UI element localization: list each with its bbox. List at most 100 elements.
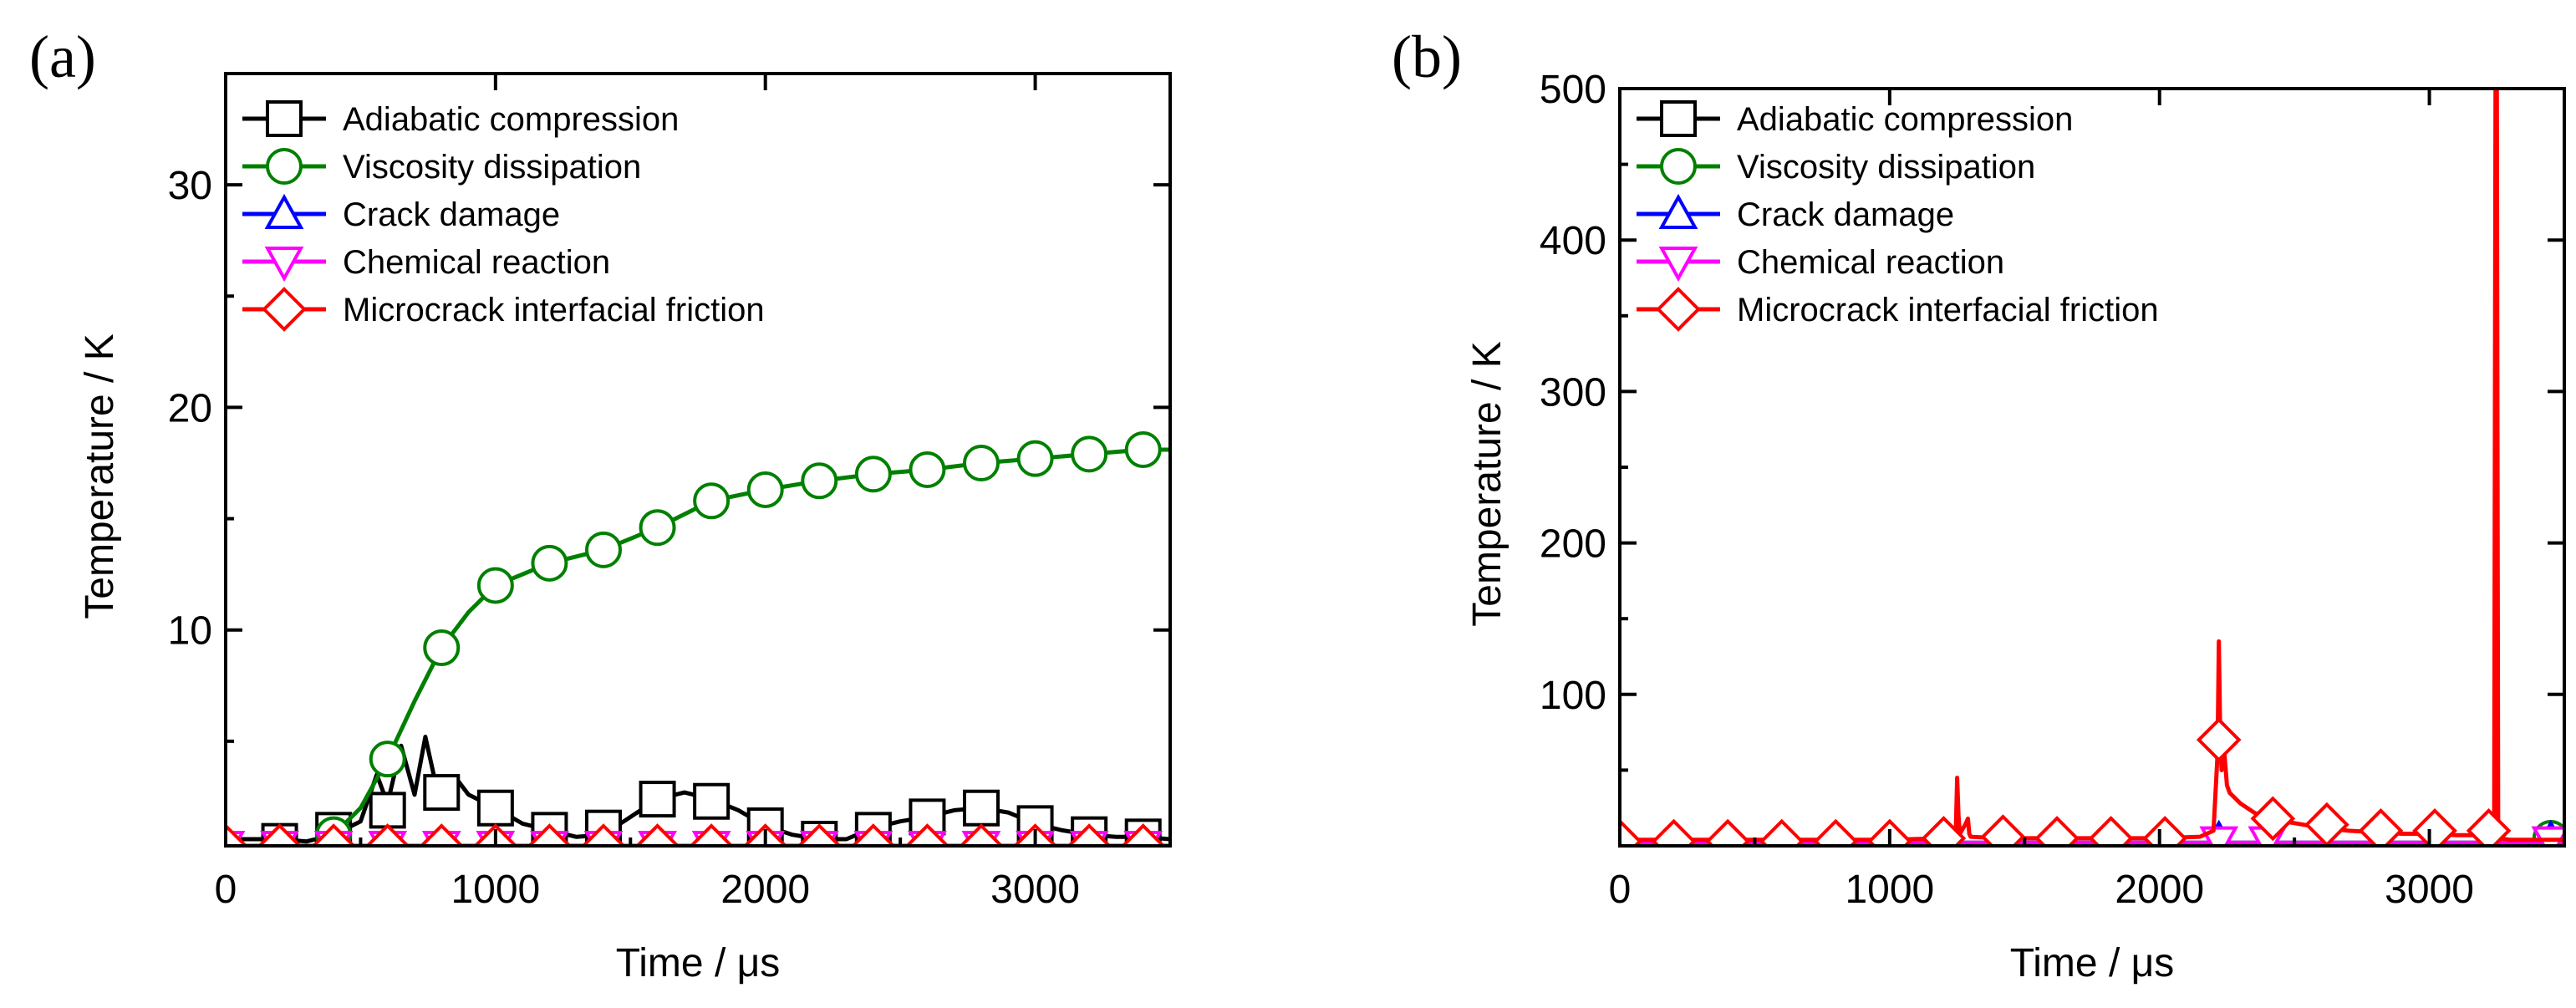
x-tick-label: 2000 [2115,868,2204,912]
x-tick-label: 1000 [451,868,540,912]
viscosity-dissipation-marker [476,567,514,604]
viscosity-dissipation-marker [585,531,622,568]
legend-label: Crack damage [1737,196,1954,233]
microcrack-interfacial-friction-marker [634,823,680,846]
legend-label: Chemical reaction [1737,244,2004,281]
microcrack-interfacial-friction-marker [1759,818,1805,846]
adiabatic-compression-marker [693,782,731,820]
microcrack-interfacial-friction-marker [2034,816,2080,846]
microcrack-interfacial-friction-marker [851,823,896,846]
plot-frame [224,72,1172,848]
adiabatic-compression-marker [369,792,406,829]
viscosity-dissipation-marker [746,471,784,508]
legend-item-crack-damage: Crack damage [242,193,560,233]
legend-marker-circle [1660,148,1697,185]
y-tick-label: 400 [1540,219,1606,263]
legend: Adiabatic compression Viscosity dissipati… [242,100,765,332]
microcrack-interfacial-friction-marker [364,823,410,846]
viscosity-dissipation-marker [1071,435,1108,473]
viscosity-dissipation-marker [963,444,1000,481]
plot-area [1620,89,2564,846]
panel-a: (a) 0 1000 2000 3000 10 20 30 Time / μs Temperatu… [29,23,1172,985]
microcrack-interfacial-friction-marker [2466,808,2512,846]
microcrack-interfacial-friction-marker [1980,814,2026,846]
viscosity-dissipation-marker [801,462,838,500]
microcrack-interfacial-friction-marker [904,823,950,846]
microcrack-interfacial-friction-marker [797,823,843,846]
legend-marker-triangle-up [1658,193,1698,229]
adiabatic-compression-marker [963,789,1000,827]
adiabatic-compression-marker [476,789,514,827]
microcrack-interfacial-friction-marker [1705,818,1750,846]
legend-marker-square [266,100,303,137]
x-axis-label: Time / μs [2010,941,2175,985]
microcrack-interfacial-friction-marker [2412,808,2457,846]
legend-marker-triangle-down [1658,247,1698,283]
microcrack-interfacial-friction-marker [1120,823,1166,846]
x-tick-label: 0 [215,868,237,912]
viscosity-dissipation-marker [1124,431,1162,469]
legend-label: Microcrack interfacial friction [1737,292,2159,328]
x-tick-label: 3000 [2385,868,2474,912]
microcrack-interfacial-friction-marker [959,823,1004,846]
microcrack-interfacial-friction-marker [581,823,626,846]
microcrack-interfacial-friction-marker [527,823,573,846]
microcrack-interfacial-friction-marker [1651,818,1697,846]
legend-marker-triangle-down [264,247,304,283]
microcrack-interfacial-friction-marker [257,823,303,846]
viscosity-dissipation-marker [909,451,946,488]
legend-label: Crack damage [343,196,560,233]
microcrack-interfacial-friction-marker [1813,818,1859,846]
legend-item-adiabatic-compression: Adiabatic compression [1637,100,2073,138]
series-microcrack-interfacial-friction [1620,89,2564,846]
x-tick-label: 1000 [1845,868,1934,912]
series-microcrack-interfacial-friction [226,823,1170,846]
viscosity-dissipation-marker [693,482,731,520]
legend-label: Viscosity dissipation [343,149,641,186]
viscosity-dissipation-marker [639,509,676,547]
y-tick-label: 30 [168,164,212,208]
microcrack-interfacial-friction-marker [1620,818,1642,846]
legend-item-viscosity-dissipation: Viscosity dissipation [1637,148,2035,186]
y-tick-label: 200 [1540,522,1606,567]
viscosity-dissipation-marker [1016,440,1054,477]
viscosity-dissipation-marker [423,629,461,667]
panel-b: (b) 0 1000 2000 3000 100 200 300 400 500 Time / μs… [1392,23,2566,985]
y-tick-label: 20 [168,386,212,430]
microcrack-interfacial-friction-marker [2358,808,2404,846]
adiabatic-compression-marker [423,774,461,812]
legend-label: Chemical reaction [343,244,610,281]
panel-label: (b) [1392,23,1462,90]
microcrack-interfacial-friction-marker [419,823,465,846]
y-tick-label: 500 [1540,68,1606,112]
microcrack-interfacial-friction-marker [311,823,356,846]
y-tick-label: 100 [1540,674,1606,718]
viscosity-dissipation-marker [531,544,568,582]
viscosity-dissipation-marker [369,741,406,778]
legend-label: Microcrack interfacial friction [343,292,765,328]
microcrack-interfacial-friction-marker [226,823,248,846]
x-tick-label: 0 [1609,868,1632,912]
microcrack-interfacial-friction-marker [2250,796,2296,842]
plot-area [226,431,1170,846]
microcrack-interfacial-friction-marker [2088,816,2134,846]
x-axis-label: Time / μs [616,941,781,985]
legend-label: Adiabatic compression [1737,101,2073,138]
legend: Adiabatic compression Viscosity dissipati… [1637,100,2159,332]
microcrack-interfacial-friction-marker [689,823,734,846]
y-axis-label: Temperature / K [78,333,122,619]
legend-marker-diamond [1656,287,1701,332]
viscosity-dissipation-marker [854,456,892,493]
y-axis-label: Temperature / K [1465,341,1509,626]
x-tick-label: 2000 [720,868,810,912]
y-tick-label: 10 [168,609,212,654]
legend-item-microcrack-interfacial-friction: Microcrack interfacial friction [1637,287,2159,332]
legend-marker-triangle-up [264,193,304,229]
legend-item-chemical-reaction: Chemical reaction [242,244,610,283]
microcrack-interfacial-friction-marker [2196,717,2242,762]
legend-item-microcrack-interfacial-friction: Microcrack interfacial friction [242,287,765,332]
panel-label: (a) [29,23,96,90]
microcrack-interfacial-friction-marker [2142,816,2187,846]
legend-marker-diamond [262,287,307,332]
